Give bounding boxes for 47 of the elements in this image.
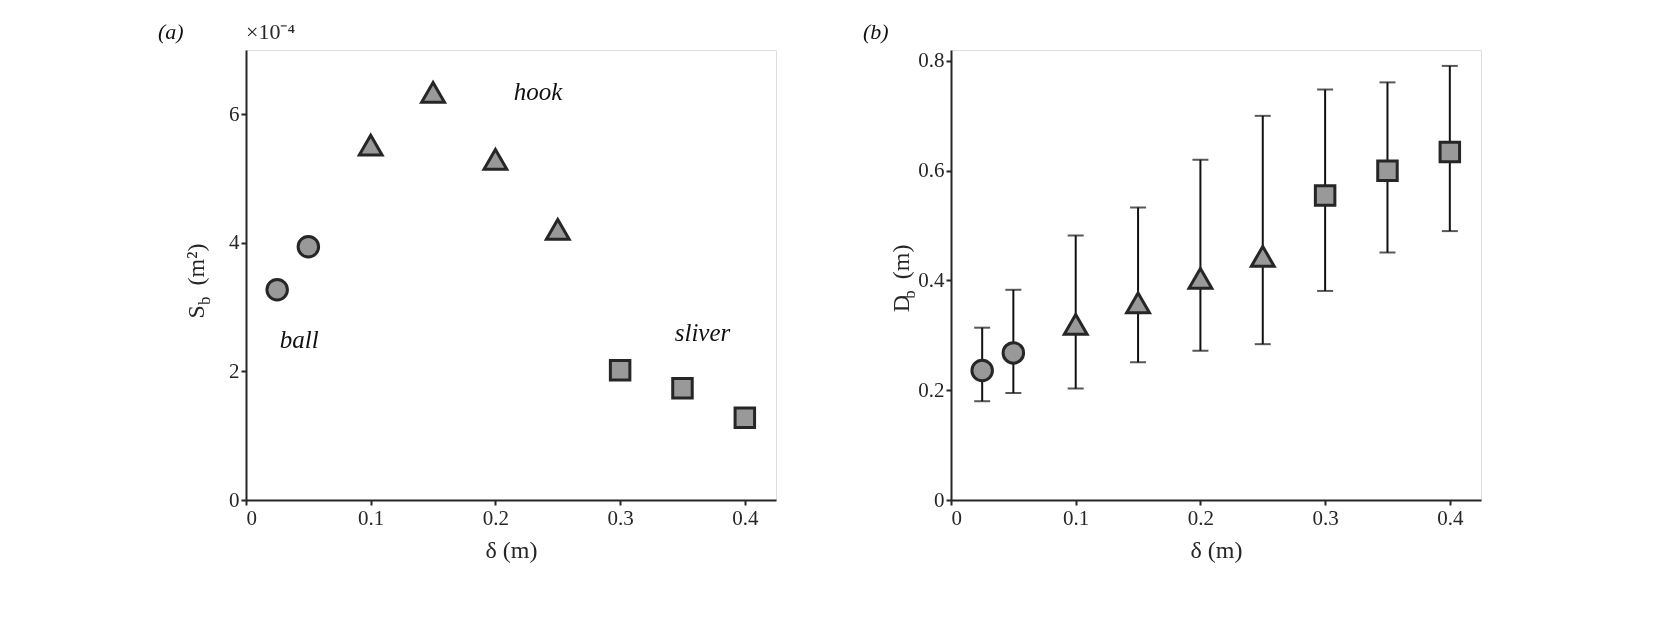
series-label: ball <box>279 325 319 353</box>
point <box>1438 140 1462 164</box>
text: ×10⁻⁴ <box>246 19 296 44</box>
point <box>544 217 571 241</box>
point <box>1376 159 1399 182</box>
x-tick-label: 0.1 <box>1063 505 1090 530</box>
chart-title: (a) <box>158 19 184 44</box>
x-tick-label: 0 <box>246 505 257 530</box>
point <box>608 358 632 382</box>
y-tick-label: 0 <box>934 487 945 512</box>
x-tick-label: 0.2 <box>482 505 510 530</box>
x-tick-label: 0.1 <box>358 505 385 530</box>
x-axis-title: δ (m) <box>1190 536 1243 563</box>
x-tick-label: 0.3 <box>1312 505 1339 530</box>
point <box>1249 244 1276 268</box>
point <box>733 406 757 429</box>
x-tick-label: 0.4 <box>1437 505 1464 530</box>
point <box>1187 266 1214 290</box>
point <box>420 81 446 104</box>
point <box>671 376 694 400</box>
point <box>1062 313 1089 336</box>
y-tick-label: 2 <box>229 358 240 383</box>
y-tick-label: 6 <box>229 101 240 126</box>
y-axis-title: Sb (m²) <box>183 243 214 319</box>
point <box>296 234 321 259</box>
point <box>1125 291 1151 315</box>
y-tick-label: 0.4 <box>918 267 945 292</box>
x-tick-label: 0 <box>951 505 962 530</box>
y-tick-label: 0.8 <box>918 48 945 73</box>
point <box>265 278 289 302</box>
series-label: sliver <box>674 319 731 347</box>
chart-title: (b) <box>863 19 889 44</box>
point <box>1313 184 1337 207</box>
y-tick-label: 0.6 <box>918 158 945 183</box>
point <box>970 358 994 383</box>
point <box>357 133 384 157</box>
point <box>482 147 509 171</box>
x-tick-label: 0.4 <box>732 505 759 530</box>
series-label: hook <box>513 78 564 106</box>
y-tick-label: 0 <box>229 487 240 512</box>
x-axis-title: δ (m) <box>485 536 538 563</box>
y-tick-label: 0.2 <box>918 377 945 402</box>
point <box>1001 341 1026 365</box>
y-axis-title: Db (m) <box>888 244 919 313</box>
x-tick-label: 0.3 <box>607 505 634 530</box>
y-tick-label: 4 <box>229 230 240 255</box>
x-tick-label: 0.2 <box>1187 505 1215 530</box>
